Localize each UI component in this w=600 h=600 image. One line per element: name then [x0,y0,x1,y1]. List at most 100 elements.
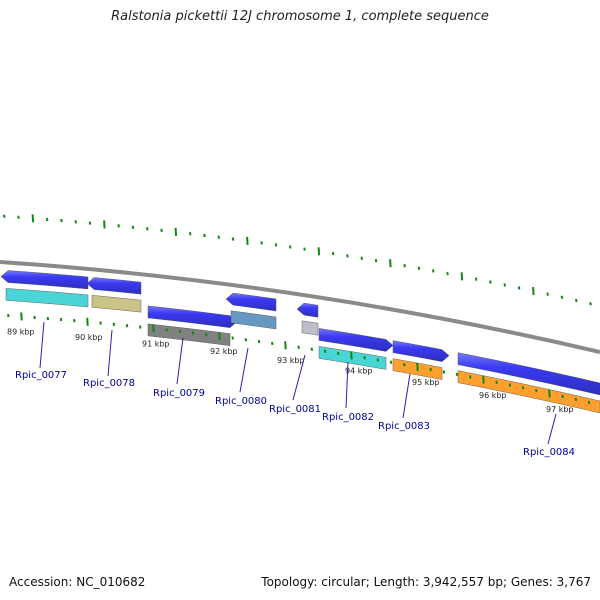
kbp-label: 90 kbp [75,333,103,342]
tick-mark [417,266,421,270]
kbp-label: 93 kbp [277,356,305,365]
tick-mark [131,225,135,229]
gene-arrow [392,340,450,362]
tick-mark [74,220,77,224]
tick-mark [589,302,592,306]
tick-mark [350,351,353,360]
tick-mark [59,317,63,322]
tick-mark [152,324,155,333]
tick-mark [303,247,306,251]
tick-mark [112,322,116,327]
tick-mark [337,351,340,356]
tick-mark [389,360,393,364]
genes-value: 3,767 [556,575,591,589]
tick-mark [469,375,472,379]
gene-arrow [0,270,89,290]
gene-leader-line [176,337,184,385]
tick-mark [271,341,274,346]
kbp-label: 97 kbp [546,405,574,414]
tick-mark [117,224,120,228]
kbp-labels: 89 kbp 90 kbp 91 kbp 92 kbp 93 kbp 94 kbp 95 k… [7,327,574,413]
tick-mark [17,215,20,219]
tick-mark [317,247,321,256]
gene-arrows [0,270,600,414]
tick-mark [374,259,378,263]
gene-label: Rpic_0079 [153,388,205,399]
tick-mark [284,341,287,350]
tick-mark [474,277,478,281]
gene-label: Rpic_0084 [523,447,575,458]
topology-value: circular [321,575,366,589]
tick-mark [508,383,512,387]
kbp-label: 89 kbp [7,327,35,336]
tick-mark [86,317,89,326]
tick-mark [20,312,23,321]
tick-mark [160,228,163,233]
tick-mark [346,254,349,258]
tick-mark [7,313,10,318]
tick-mark [532,286,535,296]
tick-mark [297,345,300,349]
gene-leader-line [107,329,113,377]
tick-mark [446,271,449,276]
tick-mark [205,332,208,337]
tick-mark [503,283,506,287]
tick-mark [460,272,464,281]
kbp-label: 91 kbp [142,339,170,348]
tick-mark [257,339,261,344]
tick-mark [188,232,192,236]
tick-mark [246,236,249,246]
tick-mark [331,251,335,256]
tick-mark [360,256,363,260]
tick-mark [244,338,248,342]
feature-bar [5,288,89,308]
tick-mark [60,218,63,223]
tick-mark [33,315,36,320]
tick-mark [165,328,168,332]
topology-label: Topology: [261,575,318,589]
gene-arrow [225,292,277,312]
tick-mark [231,336,234,340]
tick-mark [546,292,549,296]
tick-mark [88,221,92,225]
feature-bar [301,320,319,336]
tick-mark [103,220,106,229]
tick-mark [574,397,578,402]
tick-mark [203,233,206,238]
feature-bar [91,295,142,313]
accession-label: Accession: [9,575,73,589]
kbp-label: 92 kbp [210,347,238,356]
tick-mark [3,214,6,218]
tick-mark [99,321,102,325]
feature-bar [457,370,600,414]
length-label: Length: [373,575,420,589]
tick-mark [560,295,564,299]
tick-mark [310,347,314,351]
tick-mark [429,367,432,372]
gene-leaders: Rpic_0077Rpic_0078Rpic_0079Rpic_0080Rpic… [15,321,575,458]
upper-tick-track [3,214,592,306]
genes-label: Genes: [510,575,553,589]
gene-label: Rpic_0082 [322,412,374,423]
gene-leader-line [345,361,349,409]
accession-info: Accession: NC_010682 [9,575,145,589]
tick-mark [46,316,50,321]
tick-mark [191,331,195,335]
gene-arrow [147,305,238,328]
tick-mark [575,298,578,303]
tick-mark [217,235,220,239]
tick-mark [274,243,278,247]
tick-mark [376,358,380,362]
gene-label: Rpic_0081 [269,404,321,415]
tick-mark [442,370,446,374]
gene-leader-line [292,354,306,401]
tick-mark [260,241,263,245]
tick-mark [125,324,129,328]
tick-mark [174,227,178,237]
gene-leader-line [39,321,45,369]
tick-mark [146,227,149,231]
feature-bar [230,310,277,330]
tick-mark [548,389,551,398]
tick-mark [416,362,419,372]
